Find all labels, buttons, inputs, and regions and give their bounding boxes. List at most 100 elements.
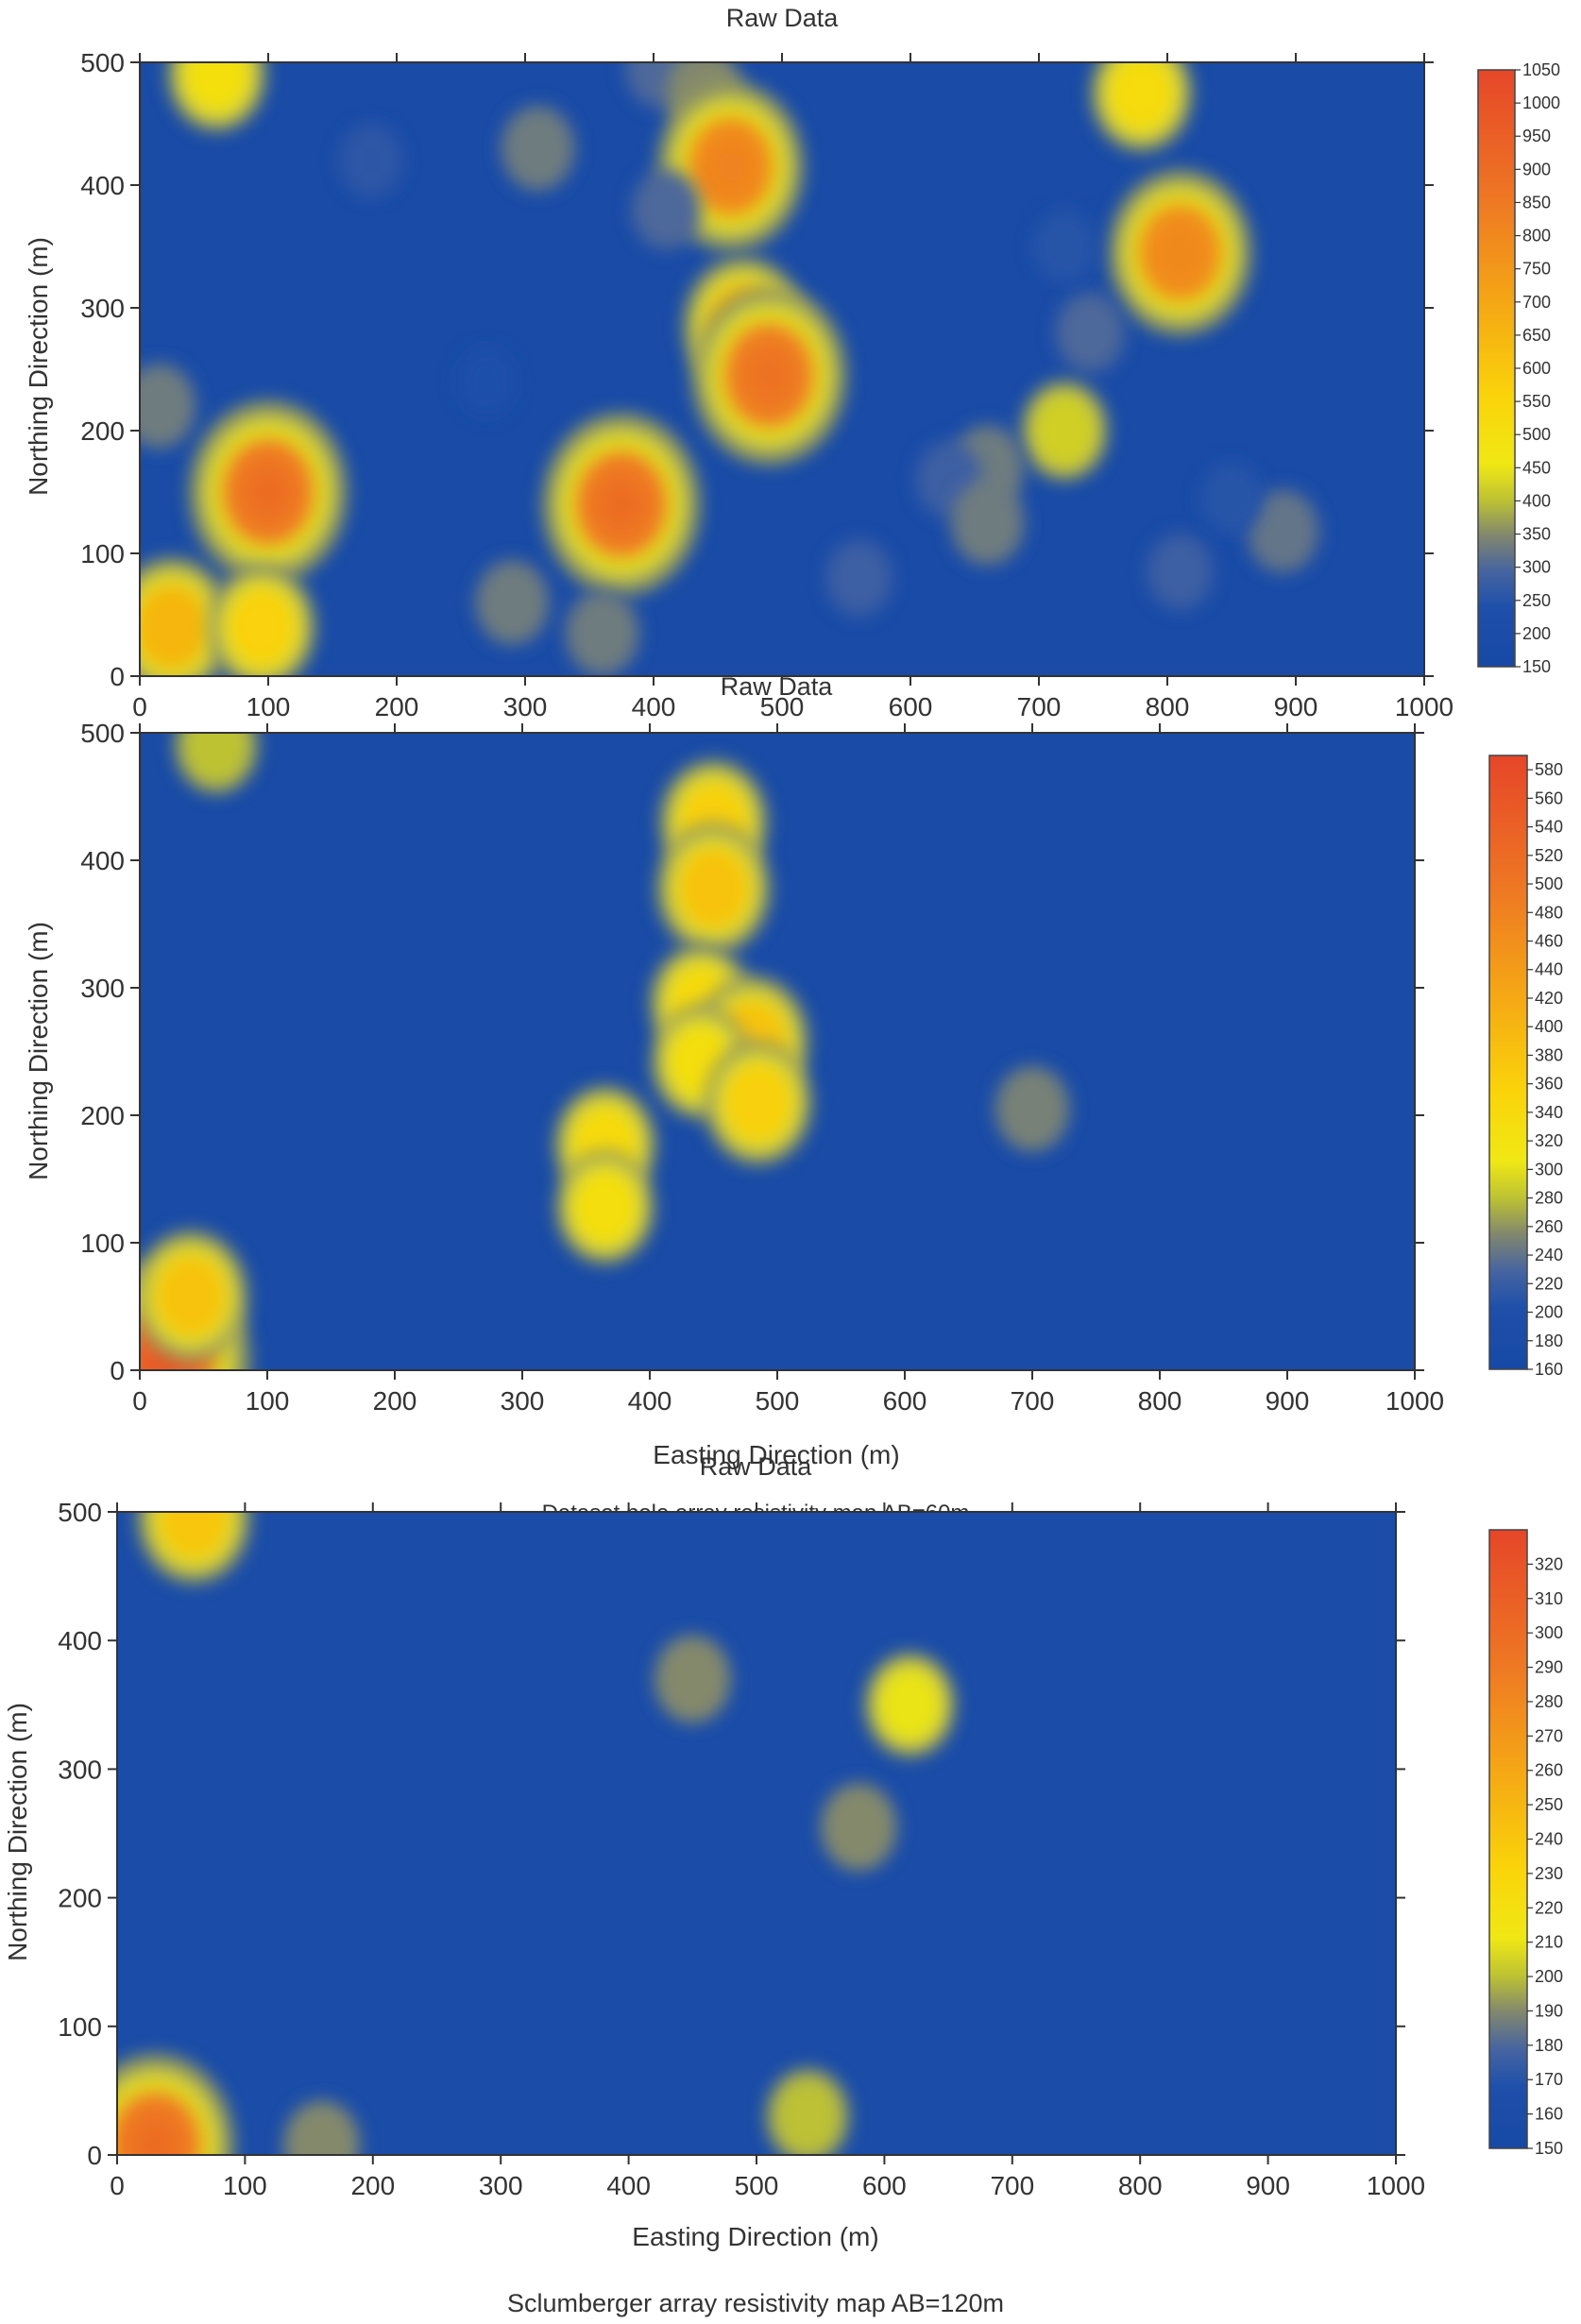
panel-1-title: Raw Data [726,4,840,32]
colorbar-tick-label: 180 [1535,1332,1563,1350]
x-tick-label: 0 [132,692,147,721]
colorbar-tick-label: 460 [1535,932,1563,951]
colorbar-tick-label: 580 [1535,760,1563,779]
anomaly-blob [1021,380,1109,482]
x-tick-label: 1000 [1367,2171,1425,2200]
y-tick-label: 400 [80,171,125,200]
y-tick-label: 500 [80,48,125,77]
y-tick-label: 300 [58,1755,102,1784]
colorbar-tick-label: 380 [1535,1045,1563,1064]
anomaly-ring [505,594,519,611]
x-tick-label: 600 [862,2171,907,2200]
colorbar [1477,69,1516,668]
y-tick-label: 300 [80,294,125,323]
colorbar-tick-label: 300 [1522,558,1551,577]
figure-caption: Sclumberger array resistivity map AB=120… [507,2289,1004,2317]
y-tick-label: 100 [58,2012,102,2042]
x-tick-label: 300 [479,2171,523,2200]
colorbar-tick-label: 850 [1522,193,1551,212]
y-tick-label: 0 [110,662,125,691]
x-tick-label: 900 [1274,692,1318,721]
anomaly-ring [686,1671,700,1688]
x-tick-label: 500 [756,1386,800,1416]
colorbar-tick-label: 160 [1535,1360,1563,1379]
anomaly-layer [140,733,1070,1370]
anomaly-ring [717,151,744,182]
colorbar-tick-label: 150 [1522,657,1551,676]
anomaly-blob [140,557,233,676]
colorbar-tick-label: 350 [1522,525,1551,544]
panel-3-y-axis-label: Northing Direction (m) [3,1703,32,1961]
colorbar-tick-label: 900 [1522,160,1551,178]
panel-2-x-axis-label: Easting Direction (m) [653,1440,899,1469]
y-tick-label: 400 [58,1626,102,1655]
anomaly-ring [691,1051,710,1073]
colorbar-tick-label: 300 [1535,1623,1563,1642]
x-tick-label: 900 [1246,2171,1290,2200]
anomaly-blob [140,1230,248,1363]
anomaly-ring [1174,565,1186,579]
x-tick-label: 400 [628,1386,672,1416]
anomaly-blob [691,285,847,466]
colorbar-tick-label: 250 [1535,1795,1563,1814]
colorbar-tick-label: 280 [1535,1189,1563,1208]
colorbar-tick-label: 320 [1535,1554,1563,1573]
anomaly-ring [1056,421,1073,440]
anomaly-blob [1247,489,1319,573]
anomaly-ring [901,1695,919,1715]
anomaly-blob [950,480,1025,566]
colorbar-tick-label: 160 [1535,2105,1563,2124]
panel-3-title: Raw Data [700,1452,813,1481]
colorbar-tick-label: 400 [1535,1017,1563,1036]
colorbar-tick-label: 280 [1535,1692,1563,1711]
x-tick-label: 1000 [1395,692,1454,721]
anomaly-blob [704,1040,812,1165]
heatmap-panel-3: Raw Data Dataset pole array resistivity … [3,1452,1563,2317]
x-tick-label: 700 [1011,1386,1055,1416]
anomaly-blob [864,1652,956,1757]
heatmap-panel-2: Raw Data Northing Direction (m) Easting … [24,672,1563,1469]
anomaly-blob [1200,462,1263,534]
anomaly-blob [632,169,702,250]
x-tick-label: 300 [503,692,548,721]
colorbar-tick-label: 600 [1522,359,1551,378]
colorbar-tick-label: 540 [1535,818,1563,837]
anomaly-ring [1059,240,1071,253]
anomaly-blob [1108,170,1252,335]
y-tick-label: 200 [58,1884,102,1913]
x-tick-label: 300 [501,1386,545,1416]
anomaly-blob [821,1783,897,1872]
x-tick-label: 500 [735,2171,779,2200]
anomaly-blob [208,565,316,676]
anomaly-blob [189,400,348,584]
x-tick-label: 200 [375,692,419,721]
anomaly-ring [180,1284,201,1309]
heatmap-background [117,1512,1396,2155]
colorbar-tick-label: 150 [1535,2139,1563,2158]
anomaly-blob [1055,292,1125,373]
colorbar-tick-label: 230 [1535,1864,1563,1883]
anomaly-ring [152,398,166,415]
anomaly-blob [475,560,550,645]
anomaly-ring [852,1819,866,1836]
y-tick-label: 0 [110,1356,125,1385]
anomaly-blob [1033,211,1096,282]
colorbar-tick-label: 220 [1535,1898,1563,1917]
anomaly-ring [853,570,865,585]
x-tick-label: 700 [1017,692,1062,721]
anomaly-ring [251,616,272,638]
anomaly-blob [137,1512,251,1584]
y-tick-label: 200 [80,1101,125,1130]
anomaly-blob [565,590,639,676]
x-tick-label: 800 [1146,692,1190,721]
y-tick-label: 200 [80,416,125,446]
x-tick-label: 600 [883,1386,927,1416]
anomaly-ring [531,140,545,157]
anomaly-ring [481,375,492,388]
x-tick-label: 400 [606,2171,651,2200]
anomaly-ring [161,614,183,640]
anomaly-ring [606,487,637,521]
anomaly-ring [800,2107,816,2126]
anomaly-ring [209,737,224,755]
